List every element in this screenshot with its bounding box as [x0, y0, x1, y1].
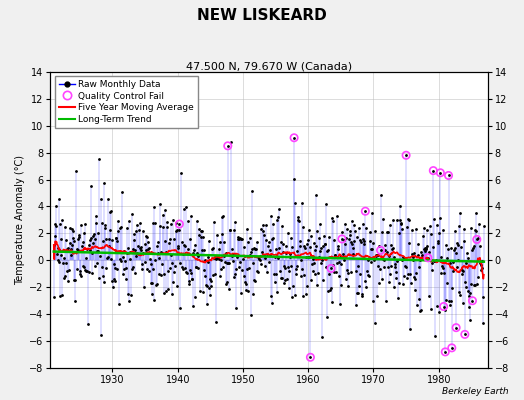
Point — [290, 134, 298, 141]
Title: 47.500 N, 79.670 W (Canada): 47.500 N, 79.670 W (Canada) — [186, 61, 352, 71]
Point — [338, 236, 346, 242]
Point — [424, 254, 432, 261]
Point — [376, 247, 385, 254]
Point — [447, 345, 456, 351]
Point — [444, 172, 453, 179]
Legend: Raw Monthly Data, Quality Control Fail, Five Year Moving Average, Long-Term Tren: Raw Monthly Data, Quality Control Fail, … — [55, 76, 198, 128]
Point — [306, 354, 314, 360]
Text: Berkeley Earth: Berkeley Earth — [442, 387, 508, 396]
Point — [440, 303, 448, 310]
Point — [468, 298, 477, 304]
Point — [327, 265, 335, 272]
Point — [402, 152, 410, 158]
Point — [461, 331, 469, 338]
Point — [224, 143, 232, 149]
Y-axis label: Temperature Anomaly (°C): Temperature Anomaly (°C) — [15, 155, 25, 285]
Text: NEW LISKEARD: NEW LISKEARD — [197, 8, 327, 23]
Point — [361, 208, 369, 214]
Point — [436, 170, 444, 176]
Point — [429, 168, 438, 174]
Point — [473, 236, 481, 243]
Point — [175, 221, 183, 227]
Point — [441, 349, 450, 355]
Point — [452, 324, 460, 331]
